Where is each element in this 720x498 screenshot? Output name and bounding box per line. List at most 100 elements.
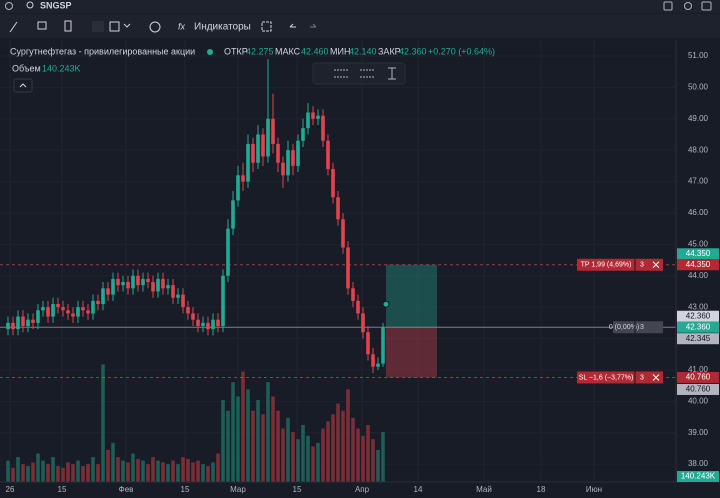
candle-body: [11, 322, 15, 330]
window-icon[interactable]: [663, 1, 673, 11]
candles-icon[interactable]: [92, 21, 104, 32]
volume-bar: [196, 460, 200, 482]
y-tick-label: 47.00: [688, 177, 709, 186]
fx-icon[interactable]: fx: [178, 21, 186, 31]
volume-bar: [291, 432, 295, 482]
flag-icon[interactable]: [64, 20, 72, 32]
candle-body: [36, 310, 40, 323]
undo-icon[interactable]: [289, 23, 296, 28]
x-tick-label: 15: [58, 485, 67, 494]
short-position-tool[interactable]: [360, 69, 374, 78]
entry-label: 0 (0,00%): [609, 324, 639, 331]
volume-bar: [181, 457, 185, 482]
volume-bar: [301, 424, 305, 482]
volume-bar: [96, 464, 100, 482]
volume-bar: [246, 389, 250, 482]
x-tick-label: Мар: [230, 485, 246, 494]
close-value: 42.360: [399, 46, 427, 56]
entry-qty: 3: [640, 324, 644, 331]
volume-bar: [331, 414, 335, 482]
volume-bar: [131, 453, 135, 482]
add-icon[interactable]: [149, 21, 161, 33]
candle-body: [326, 140, 330, 170]
volume-bar: [81, 465, 85, 482]
take_profit-label-box: [577, 258, 663, 271]
entry-price-badge-text: 42.360: [686, 311, 711, 320]
long-position-tool[interactable]: [334, 69, 348, 78]
candle-body: [211, 319, 215, 330]
volume-bar: [231, 382, 235, 482]
volume-bar: [211, 462, 215, 482]
candle-body: [156, 278, 160, 292]
volume-bar: [341, 410, 345, 482]
settings-icon[interactable]: [5, 2, 13, 10]
low-value: 42.140: [349, 46, 377, 56]
top-bar: [0, 0, 720, 13]
search-icon[interactable]: [26, 1, 34, 9]
volume-bar: [16, 457, 20, 482]
dropdown-icon[interactable]: [123, 23, 131, 28]
volume-bar: [36, 453, 40, 482]
volume-bar: [91, 457, 95, 482]
candle-body: [136, 275, 140, 286]
measure-tool[interactable]: [388, 67, 396, 80]
candle-body: [51, 304, 55, 317]
high-label: МАКС: [275, 46, 301, 56]
collapse-button[interactable]: [13, 78, 33, 93]
candle-body: [251, 143, 255, 163]
candle-body: [346, 247, 350, 289]
settings-icon[interactable]: [684, 2, 692, 10]
overlay: 51.00 50.00 49.00 48.00 47.00 46.00 45.00 44.00…: [6, 51, 719, 494]
volume-bar: [26, 465, 30, 482]
volume-bar: [66, 462, 70, 482]
volume-bar: [286, 417, 290, 482]
tp-price-badge: [677, 248, 719, 260]
close-icon: [652, 261, 660, 269]
bid-price-badge-text: 42.345: [686, 334, 711, 343]
volume-bar: [376, 449, 380, 482]
layout-icon[interactable]: [261, 21, 272, 32]
sl-price-badge-text: 40.760: [686, 373, 711, 382]
toolbar: [0, 14, 720, 38]
volume-bar: [51, 457, 55, 482]
volume-bar: [21, 464, 25, 482]
volume-bar: [176, 464, 180, 482]
volume-bar: [236, 396, 240, 482]
redo-icon[interactable]: [310, 23, 317, 28]
entry-label-box: [613, 321, 663, 334]
candle-body: [316, 115, 320, 119]
collapse-icon: [19, 83, 27, 88]
volume-bar: [206, 465, 210, 482]
volume-bar: [31, 462, 35, 482]
volume-bar: [251, 410, 255, 482]
low-label: МИН: [330, 46, 350, 56]
candle-body: [71, 313, 75, 317]
y-tick-label: 45.00: [688, 239, 709, 248]
y-tick-label: 48.00: [688, 145, 709, 154]
volume-bar: [136, 458, 140, 482]
volume-bar: [361, 435, 365, 482]
y-tick-label: 51.00: [688, 51, 709, 60]
volume-bar: [86, 464, 90, 482]
volume-bar: [121, 460, 125, 482]
candle-body: [371, 354, 375, 367]
candle-body: [336, 197, 340, 220]
candle-body: [241, 175, 245, 182]
symbol[interactable]: SNGSP: [40, 0, 72, 10]
bid-price-badge: [677, 333, 719, 345]
candle-body: [236, 175, 240, 201]
volume-badge: [677, 471, 719, 482]
indicators-button[interactable]: Индикаторы: [194, 22, 251, 33]
volume-bar: [41, 460, 45, 482]
stop_loss-qty: 3: [640, 374, 644, 381]
camera-icon[interactable]: [701, 1, 712, 11]
volume-bar: [61, 467, 65, 482]
cart-icon[interactable]: [37, 21, 47, 30]
pencil-icon[interactable]: [9, 21, 18, 33]
y-tick-label: 46.00: [688, 208, 709, 217]
x-tick-label: Фев: [119, 485, 134, 494]
chart-type-icon[interactable]: [109, 21, 120, 32]
candle-body: [226, 228, 230, 276]
last-price-badge-text: 42.360: [686, 322, 711, 331]
change-value: +0.270 (+0.64%): [428, 46, 495, 56]
